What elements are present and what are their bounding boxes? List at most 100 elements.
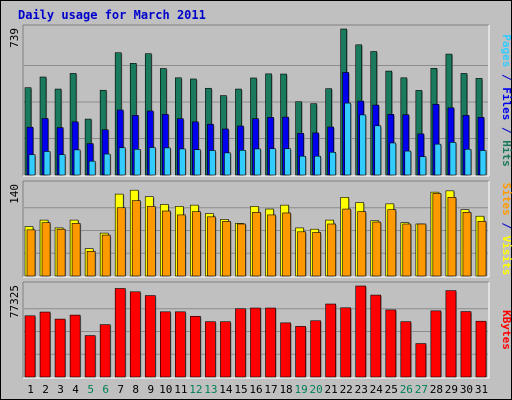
- bar-pages-day-18: [284, 148, 291, 176]
- x-tick-label-day-17: 17: [264, 383, 277, 396]
- x-tick-label-day-20: 20: [310, 383, 323, 396]
- panel-visitors-legend-label: Sites / Visits: [500, 183, 512, 276]
- bar-sites-day-24: [372, 221, 382, 277]
- legend-kbytes: KBytes: [500, 310, 512, 350]
- bar-sites-day-19: [297, 231, 306, 277]
- x-axis-day-labels: 1 2 3 4 5 6 7 8 9 10 11 12 13 14 15 16 17 18 19 20 21 22 23 24 2…: [27, 383, 488, 396]
- bar-kbytes-day-7: [114, 288, 126, 378]
- panel-requests: 739 Pages / Files / Hits: [8, 24, 512, 177]
- bar-sites-day-11: [177, 214, 186, 277]
- bar-sites-day-2: [41, 222, 51, 277]
- legend-separator: /: [500, 67, 512, 87]
- bar-sites-day-16: [252, 212, 261, 277]
- bar-sites-day-27: [417, 223, 427, 277]
- bar-kbytes-day-12: [190, 315, 201, 378]
- bar-sites-day-13: [207, 216, 216, 277]
- bar-kbytes-day-9: [144, 295, 156, 378]
- bar-kbytes-day-24: [370, 294, 382, 378]
- bar-pages-day-15: [239, 150, 246, 176]
- legend-separator: /: [500, 216, 512, 236]
- bar-sites-day-26: [402, 223, 412, 277]
- bar-sites-day-22: [342, 208, 352, 277]
- bar-sites-day-3: [56, 228, 66, 277]
- x-tick-label-day-4: 4: [72, 383, 79, 396]
- x-tick-label-day-27: 27: [415, 383, 428, 396]
- bar-pages-day-1: [28, 154, 36, 176]
- bar-sites-day-18: [282, 212, 291, 277]
- bar-sites-day-7: [116, 207, 126, 277]
- bar-pages-day-29: [449, 142, 457, 176]
- bar-kbytes-day-13: [205, 321, 216, 378]
- bar-kbytes-day-6: [99, 324, 111, 378]
- bar-sites-day-14: [222, 221, 231, 277]
- bar-kbytes-day-8: [129, 291, 141, 378]
- bar-sites-day-31: [477, 221, 487, 277]
- x-tick-label-day-13: 13: [204, 383, 217, 396]
- bar-sites-day-5: [86, 251, 96, 277]
- chart-panels: 739 Pages / Files / Hits 140 Sites / Visits…: [8, 24, 512, 379]
- x-tick-label-day-8: 8: [132, 383, 139, 396]
- bar-kbytes-day-16: [250, 307, 261, 378]
- bar-sites-day-21: [327, 223, 336, 277]
- panel-kbytes: 77325 KBytes: [8, 281, 512, 379]
- panel-kbytes-legend-label: KBytes: [500, 310, 512, 350]
- bar-pages-day-8: [133, 149, 141, 176]
- bar-kbytes-day-26: [400, 321, 412, 378]
- legend-visits: Visits: [500, 236, 512, 276]
- bar-kbytes-day-4: [69, 314, 81, 378]
- bar-pages-day-24: [374, 125, 382, 176]
- x-tick-label-day-28: 28: [430, 383, 443, 396]
- panel-visitors: 140 Sites / Visits: [8, 180, 512, 278]
- bar-kbytes-day-11: [175, 311, 186, 378]
- bar-sites-day-30: [462, 212, 472, 277]
- x-tick-label-day-18: 18: [279, 383, 292, 396]
- x-tick-label-day-12: 12: [189, 383, 202, 396]
- bar-kbytes-day-27: [415, 343, 427, 378]
- bar-kbytes-day-22: [340, 307, 352, 378]
- bar-sites-day-29: [447, 197, 457, 277]
- bar-kbytes-day-29: [445, 290, 457, 378]
- x-tick-label-day-26: 26: [400, 383, 413, 396]
- bar-pages-day-9: [148, 147, 156, 176]
- bar-pages-day-19: [299, 155, 306, 176]
- bar-kbytes-day-31: [475, 320, 487, 378]
- bar-sites-day-9: [146, 206, 156, 277]
- x-tick-label-day-16: 16: [249, 383, 262, 396]
- bar-kbytes-day-14: [220, 321, 231, 378]
- x-tick-label-day-3: 3: [57, 383, 64, 396]
- bar-pages-day-11: [179, 148, 186, 176]
- x-tick-label-day-11: 11: [174, 383, 187, 396]
- bar-sites-day-28: [432, 193, 442, 277]
- x-tick-label-day-31: 31: [475, 383, 488, 396]
- bar-pages-day-17: [269, 148, 276, 176]
- bar-kbytes-day-21: [325, 303, 336, 378]
- x-tick-label-day-23: 23: [355, 383, 368, 396]
- bar-sites-day-15: [237, 223, 246, 277]
- x-tick-label-day-2: 2: [42, 383, 49, 396]
- bar-kbytes-day-20: [310, 320, 321, 378]
- bar-pages-day-30: [464, 149, 472, 176]
- panel-requests-ymax-label: 739: [8, 28, 21, 48]
- bar-sites-day-8: [131, 200, 141, 277]
- x-tick-label-day-6: 6: [102, 383, 109, 396]
- chart-title: Daily usage for March 2011: [18, 8, 206, 22]
- bar-sites-day-10: [161, 210, 171, 277]
- bar-kbytes-day-17: [265, 307, 276, 378]
- bar-pages-day-20: [314, 155, 321, 176]
- bar-kbytes-day-15: [235, 308, 246, 378]
- bar-pages-day-27: [419, 156, 427, 176]
- x-tick-label-day-14: 14: [219, 383, 233, 396]
- panel-visitors-ymax-label: 140: [8, 184, 21, 204]
- legend-separator: /: [500, 120, 512, 140]
- bar-sites-day-20: [312, 232, 321, 277]
- bar-sites-day-23: [357, 211, 367, 277]
- x-tick-label-day-19: 19: [294, 383, 307, 396]
- x-tick-label-day-24: 24: [370, 383, 384, 396]
- x-tick-label-day-5: 5: [87, 383, 94, 396]
- bar-pages-day-3: [58, 154, 66, 176]
- legend-files: Files: [500, 87, 512, 120]
- bar-pages-day-10: [163, 147, 171, 176]
- bar-pages-day-4: [73, 149, 81, 176]
